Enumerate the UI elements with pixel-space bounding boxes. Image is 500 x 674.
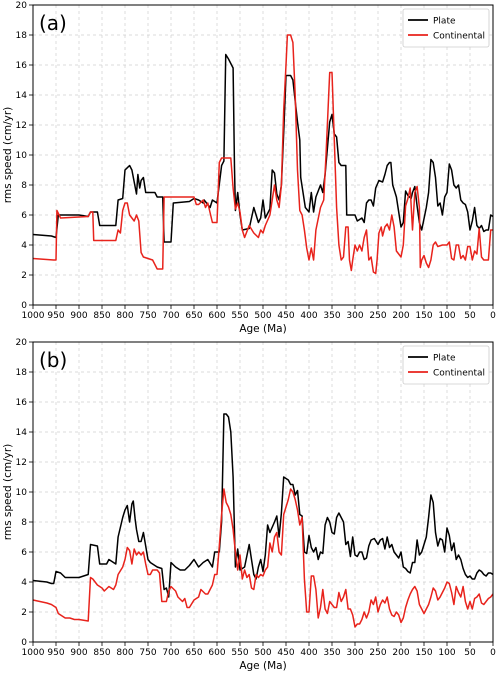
legend-entry-continental: Continental — [433, 32, 485, 42]
x-tick-label: 400 — [300, 648, 317, 658]
y-tick-label: 16 — [16, 61, 28, 71]
x-tick-label: 300 — [346, 311, 363, 321]
x-tick-label: 650 — [185, 311, 202, 321]
series-line-continental — [32, 488, 494, 628]
x-tick-label: 250 — [369, 311, 386, 321]
x-tick-label: 850 — [93, 311, 110, 321]
x-tick-label: 500 — [254, 648, 271, 658]
x-tick-label: 450 — [277, 311, 294, 321]
legend-entry-continental: Continental — [433, 369, 485, 379]
y-tick-label: 2 — [21, 608, 27, 618]
series-line-plate — [32, 53, 494, 243]
x-tick-label: 500 — [254, 311, 271, 321]
y-tick-label: 18 — [16, 368, 28, 378]
y-tick-label: 4 — [21, 241, 27, 251]
x-tick-label: 950 — [47, 311, 64, 321]
series-line-plate — [32, 413, 494, 598]
x-tick-label: 600 — [208, 648, 225, 658]
y-tick-label: 10 — [16, 488, 28, 498]
chart-panel-b: 1000 950 900 850 800 750 700 650 600 550 500 450 400… — [2, 338, 496, 672]
x-tick-label: 200 — [392, 648, 409, 658]
y-tick-label: 8 — [21, 518, 27, 528]
y-tick-label: 16 — [16, 398, 28, 408]
chart-panel-a: 1000 950 900 850 800 750 700 650 600 550 500 450 400… — [2, 1, 496, 335]
y-tick-label: 14 — [16, 428, 28, 438]
x-tick-label: 1000 — [22, 648, 45, 658]
y-tick-label: 6 — [21, 548, 27, 558]
x-tick-label: 700 — [162, 311, 179, 321]
x-tick-label: 100 — [438, 311, 455, 321]
x-tick-label: 900 — [70, 648, 87, 658]
x-tick-label: 800 — [116, 648, 133, 658]
x-tick-label: 150 — [415, 648, 432, 658]
y-tick-label: 12 — [16, 121, 27, 131]
x-tick-label: 700 — [162, 648, 179, 658]
x-tick-label: 550 — [231, 648, 248, 658]
x-axis-label: Age (Ma) — [239, 660, 286, 672]
x-tick-label: 350 — [323, 311, 340, 321]
legend-entry-plate: Plate — [433, 354, 456, 364]
x-tick-label: 900 — [70, 311, 87, 321]
x-axis-label: Age (Ma) — [239, 323, 286, 335]
x-tick-label: 850 — [93, 648, 110, 658]
panel-label: (b) — [39, 348, 67, 372]
y-tick-label: 18 — [16, 31, 28, 41]
x-tick-label: 400 — [300, 311, 317, 321]
x-tick-label: 50 — [464, 311, 476, 321]
x-tick-label: 1000 — [22, 311, 45, 321]
y-axis-label: rms speed (cm/yr) — [2, 444, 14, 541]
x-tick-label: 600 — [208, 311, 225, 321]
x-tick-label: 200 — [392, 311, 409, 321]
x-tick-label: 450 — [277, 648, 294, 658]
x-tick-label: 150 — [415, 311, 432, 321]
panel-label: (a) — [39, 11, 67, 35]
y-tick-label: 12 — [16, 458, 27, 468]
y-tick-label: 20 — [16, 1, 28, 11]
x-tick-label: 0 — [490, 311, 496, 321]
x-tick-label: 0 — [490, 648, 496, 658]
y-tick-label: 20 — [16, 338, 28, 348]
x-tick-label: 350 — [323, 648, 340, 658]
y-tick-label: 2 — [21, 271, 27, 281]
x-tick-label: 300 — [346, 648, 363, 658]
legend: Plate Continental — [402, 345, 490, 385]
x-tick-label: 800 — [116, 311, 133, 321]
y-tick-label: 0 — [21, 638, 27, 648]
y-tick-label: 0 — [21, 301, 27, 311]
x-tick-label: 100 — [438, 648, 455, 658]
y-tick-label: 4 — [21, 578, 27, 588]
x-tick-label: 950 — [47, 648, 64, 658]
x-tick-label: 250 — [369, 648, 386, 658]
x-tick-label: 650 — [185, 648, 202, 658]
x-tick-label: 750 — [139, 311, 156, 321]
y-tick-label: 10 — [16, 151, 28, 161]
legend-box — [402, 345, 490, 385]
y-tick-label: 14 — [16, 91, 28, 101]
y-axis-label: rms speed (cm/yr) — [2, 107, 14, 204]
x-tick-label: 550 — [231, 311, 248, 321]
series-line-continental — [32, 34, 493, 275]
legend-entry-plate: Plate — [433, 17, 456, 27]
legend-box — [402, 8, 490, 48]
y-tick-label: 8 — [21, 181, 27, 191]
x-tick-label: 750 — [139, 648, 156, 658]
x-tick-label: 50 — [464, 648, 476, 658]
y-tick-label: 6 — [21, 211, 27, 221]
legend: Plate Continental — [402, 8, 490, 48]
